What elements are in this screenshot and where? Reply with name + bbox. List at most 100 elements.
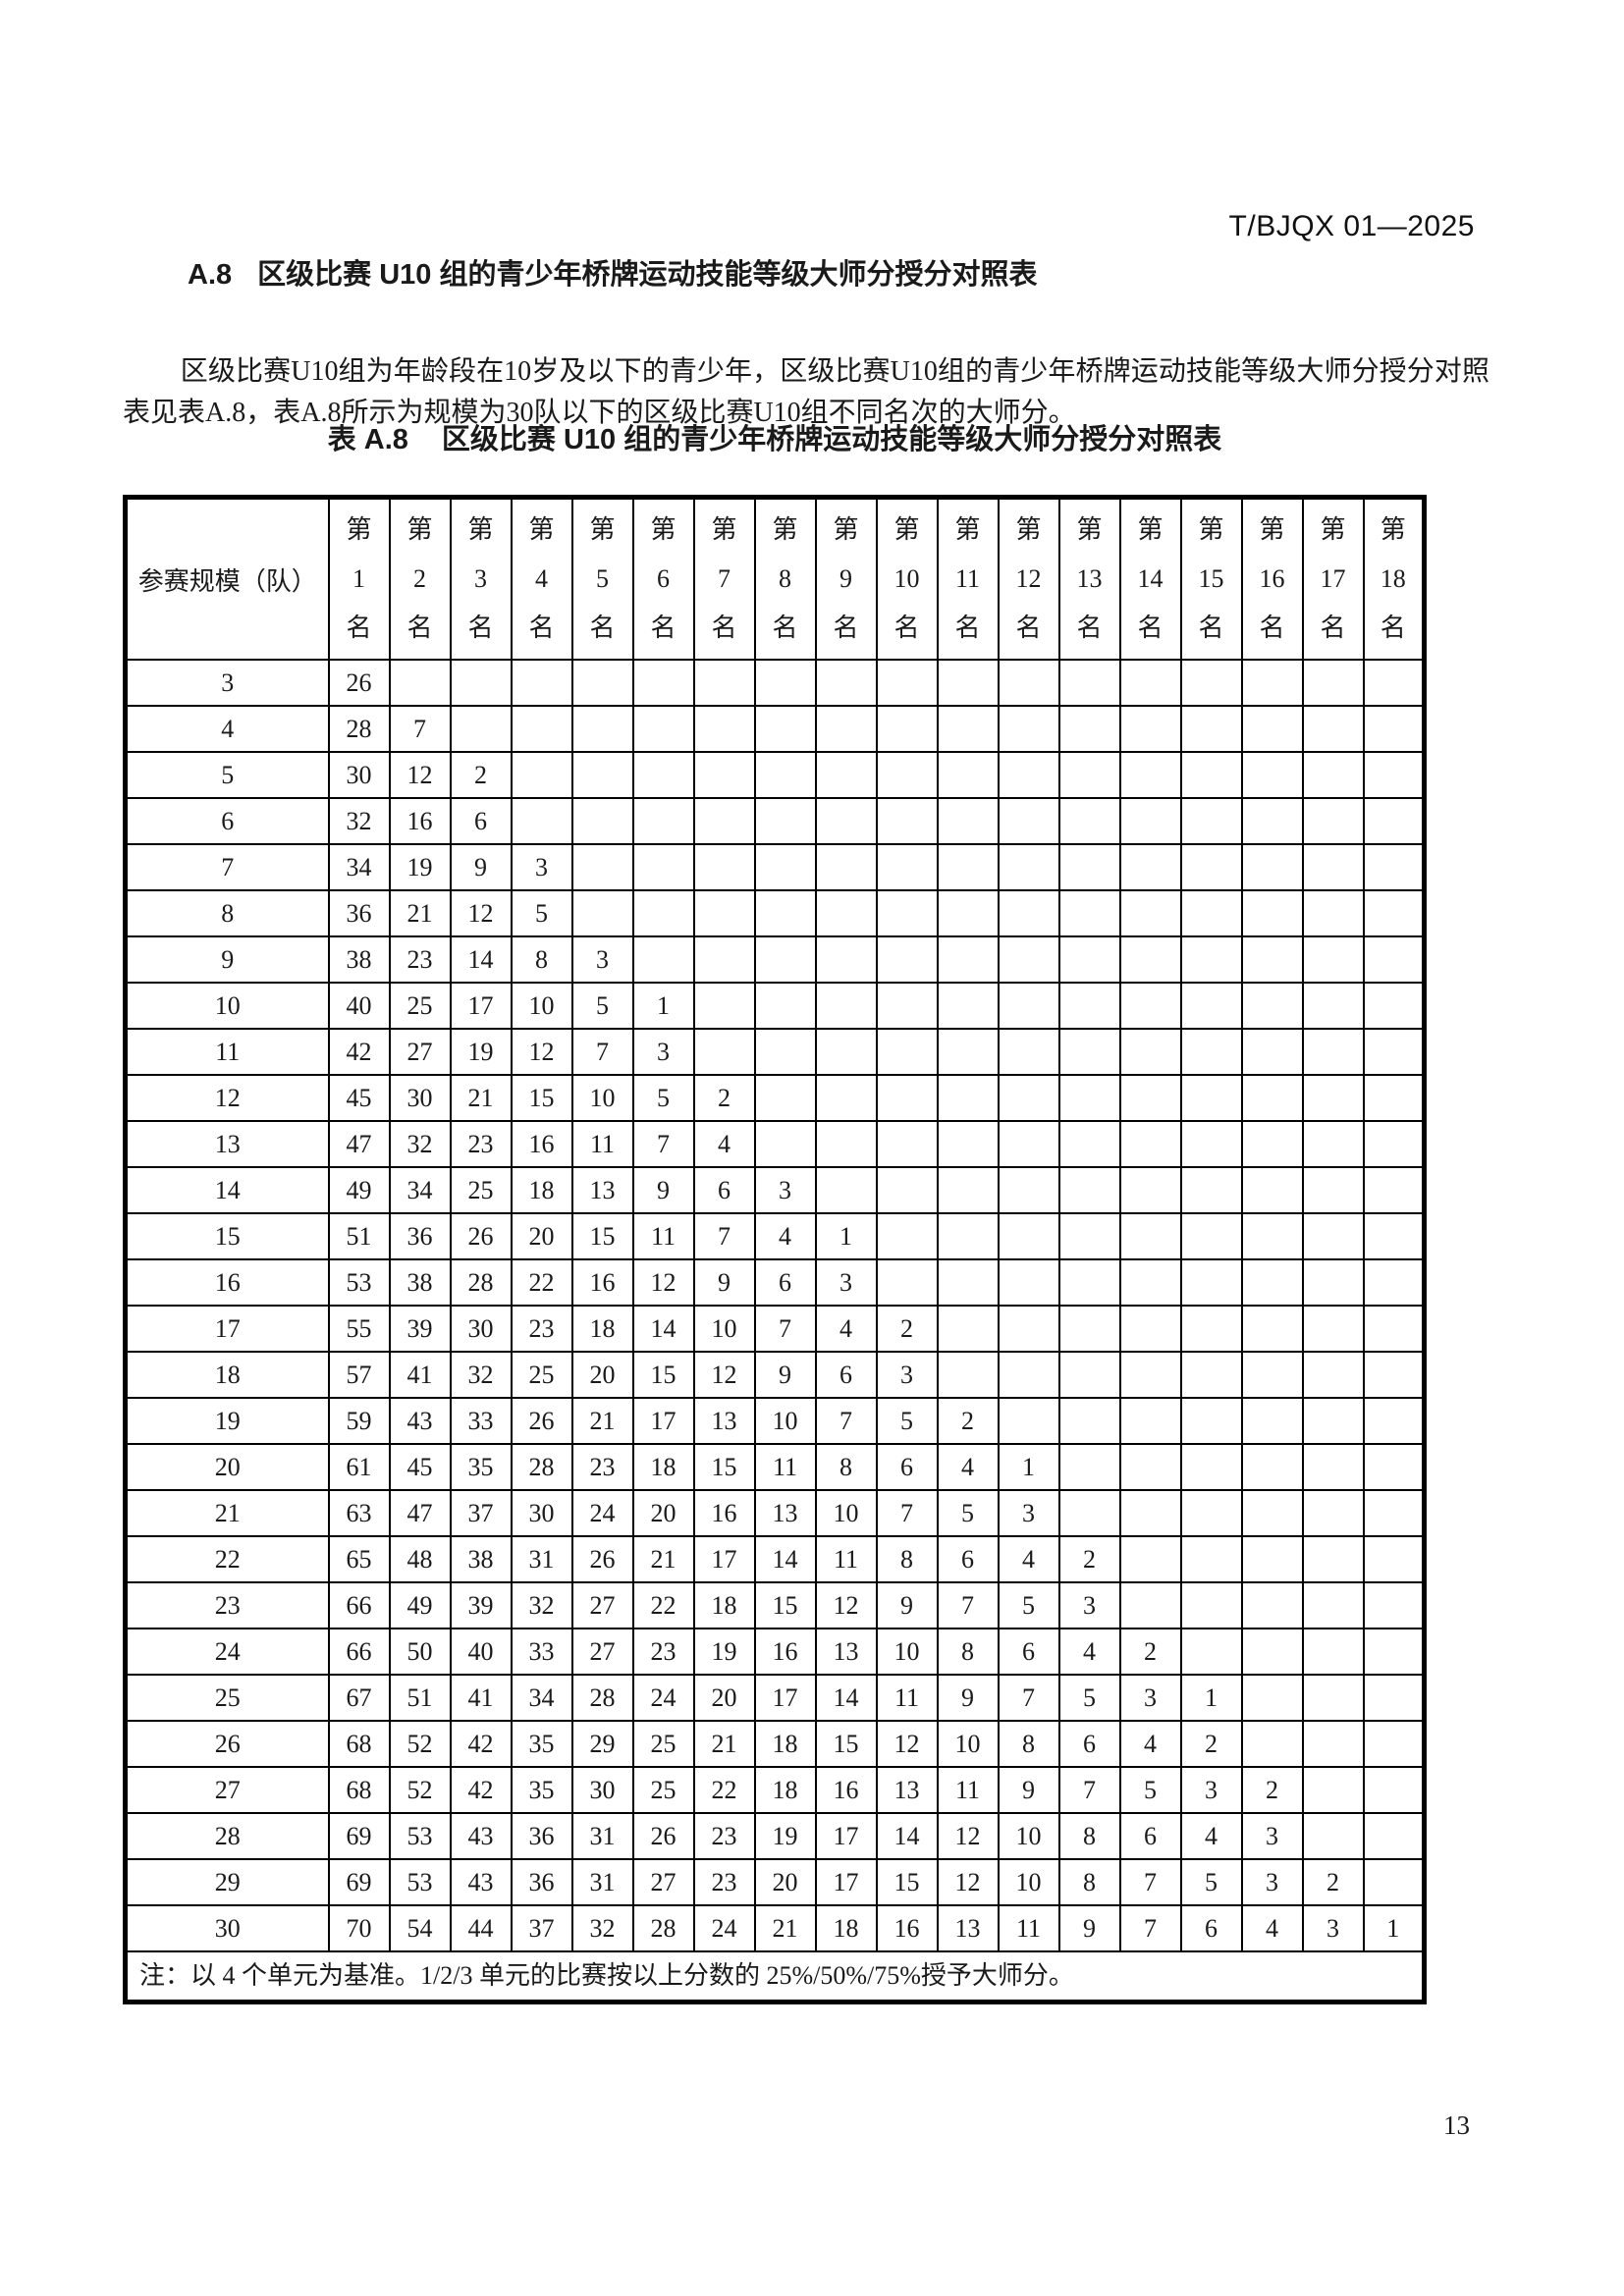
points-cell: 19 (692, 1628, 756, 1676)
points-cell (753, 705, 817, 753)
points-cell (997, 659, 1060, 707)
points-cell: 13 (753, 1489, 817, 1537)
points-cell (1240, 843, 1304, 891)
points-cell: 10 (814, 1489, 878, 1537)
team-size-cell: 8 (124, 889, 330, 937)
points-cell (753, 659, 817, 707)
points-cell: 42 (449, 1720, 513, 1768)
points-cell: 8 (936, 1628, 1000, 1676)
points-cell (997, 843, 1060, 891)
points-cell: 10 (510, 982, 573, 1030)
points-cell (997, 1212, 1060, 1260)
points-cell: 21 (631, 1535, 695, 1583)
points-cell (1179, 705, 1243, 753)
points-cell (1118, 1489, 1182, 1537)
points-cell (1240, 1351, 1304, 1399)
points-cell (997, 889, 1060, 937)
table-row-size-12: 12 45 30 21 15 10 5 2 (124, 1074, 1426, 1122)
points-cell: 34 (388, 1166, 452, 1214)
points-cell: 23 (631, 1628, 695, 1676)
points-cell (1057, 1305, 1121, 1353)
points-cell: 4 (753, 1212, 817, 1260)
points-cell (936, 1074, 1000, 1122)
points-cell: 2 (1179, 1720, 1243, 1768)
points-cell (1179, 1489, 1243, 1537)
points-cell: 13 (692, 1397, 756, 1445)
points-cell (1057, 1028, 1121, 1076)
points-cell: 2 (936, 1397, 1000, 1445)
points-cell (814, 843, 878, 891)
points-cell: 16 (753, 1628, 817, 1676)
points-cell (1301, 935, 1365, 984)
points-cell (936, 797, 1000, 845)
points-cell (1118, 1581, 1182, 1629)
table-row-size-28: 28 69 53 43 36 31 26 23 19 17 14 12 10 8 6 4 3 (124, 1812, 1426, 1860)
points-cell: 15 (814, 1720, 878, 1768)
points-cell: 10 (753, 1397, 817, 1445)
points-cell: 69 (327, 1812, 391, 1860)
points-cell: 10 (692, 1305, 756, 1353)
points-cell: 4 (692, 1120, 756, 1168)
points-cell: 8 (814, 1443, 878, 1491)
points-cell (1301, 1489, 1365, 1537)
points-cell (1240, 1720, 1304, 1768)
points-cell (1362, 1305, 1426, 1353)
points-cell: 11 (570, 1120, 634, 1168)
points-cell: 18 (631, 1443, 695, 1491)
points-cell: 70 (327, 1904, 391, 1952)
table-row-size-8: 8 36 21 12 5 (124, 889, 1426, 937)
points-cell: 7 (814, 1397, 878, 1445)
table-row-size-29: 29 69 53 43 36 31 27 23 20 17 15 12 10 8 7 5 3 2 (124, 1858, 1426, 1906)
points-cell (936, 705, 1000, 753)
points-cell: 11 (753, 1443, 817, 1491)
points-cell: 36 (510, 1812, 573, 1860)
points-cell (1301, 1305, 1365, 1353)
team-size-cell: 22 (124, 1535, 330, 1583)
points-cell: 2 (1118, 1628, 1182, 1676)
points-cell (1057, 982, 1121, 1030)
points-cell: 5 (510, 889, 573, 937)
points-cell: 34 (327, 843, 391, 891)
points-cell (997, 1166, 1060, 1214)
points-cell (1240, 1120, 1304, 1168)
points-cell: 1 (997, 1443, 1060, 1491)
points-cell: 5 (936, 1489, 1000, 1537)
points-cell (1118, 1028, 1182, 1076)
points-cell (1301, 1074, 1365, 1122)
points-cell (997, 705, 1060, 753)
points-cell: 30 (388, 1074, 452, 1122)
points-cell: 23 (388, 935, 452, 984)
points-cell: 65 (327, 1535, 391, 1583)
points-cell: 6 (1118, 1812, 1182, 1860)
table-row-size-21: 21 63 47 37 30 24 20 16 13 10 7 5 3 (124, 1489, 1426, 1537)
points-cell: 3 (1240, 1812, 1304, 1860)
points-cell: 63 (327, 1489, 391, 1537)
points-cell (1301, 889, 1365, 937)
points-cell: 54 (388, 1904, 452, 1952)
points-cell (1301, 1397, 1365, 1445)
points-cell: 25 (449, 1166, 513, 1214)
points-cell (1240, 797, 1304, 845)
points-cell (753, 797, 817, 845)
team-size-cell: 15 (124, 1212, 330, 1260)
points-cell (1362, 705, 1426, 753)
points-cell: 32 (449, 1351, 513, 1399)
points-cell: 2 (1057, 1535, 1121, 1583)
points-cell (875, 1028, 939, 1076)
points-cell: 15 (631, 1351, 695, 1399)
points-cell (1362, 1674, 1426, 1722)
points-cell: 8 (1057, 1858, 1121, 1906)
points-cell: 22 (631, 1581, 695, 1629)
points-cell: 25 (388, 982, 452, 1030)
points-cell (1057, 1397, 1121, 1445)
points-cell (1118, 751, 1182, 799)
points-cell: 47 (327, 1120, 391, 1168)
points-cell: 49 (327, 1166, 391, 1214)
points-cell: 33 (449, 1397, 513, 1445)
points-cell: 5 (570, 982, 634, 1030)
points-cell (997, 1305, 1060, 1353)
points-cell (1118, 1074, 1182, 1122)
points-cell (631, 705, 695, 753)
